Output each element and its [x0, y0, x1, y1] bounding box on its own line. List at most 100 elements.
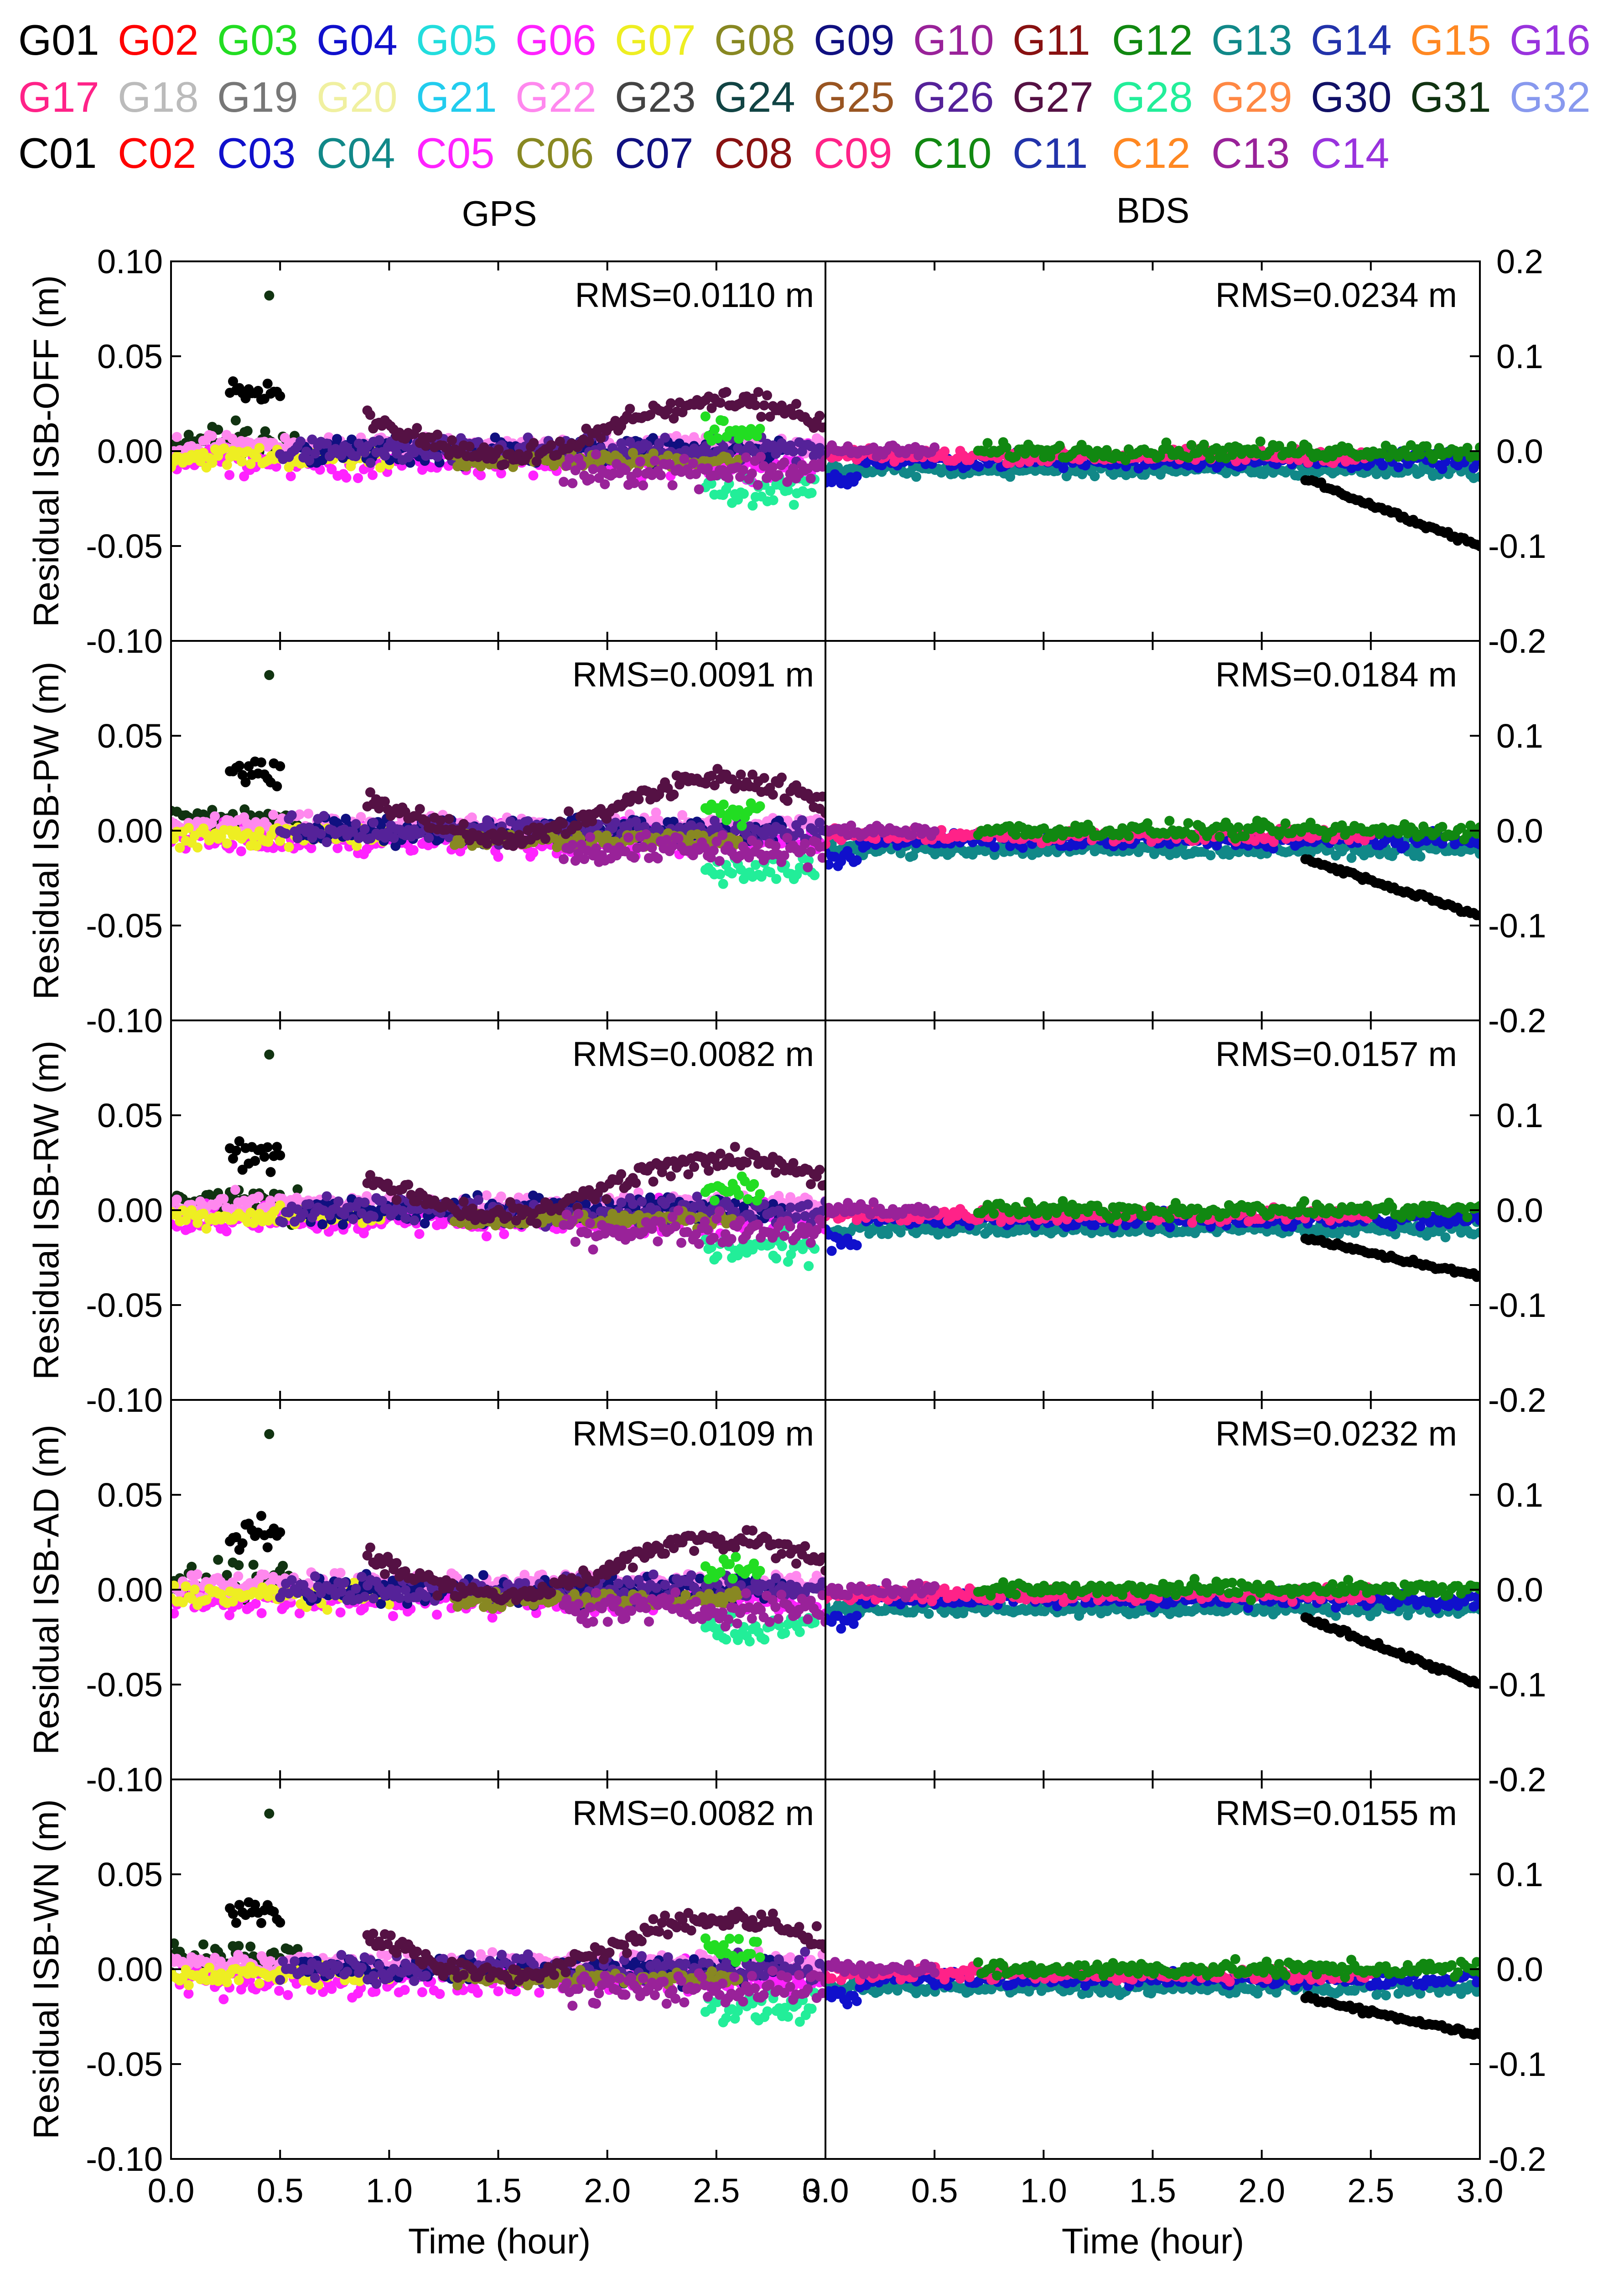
point-g06	[496, 468, 506, 478]
point-g27	[765, 411, 775, 422]
point-g28	[765, 486, 776, 496]
bds-y-tick-label: -0.1	[1488, 907, 1546, 945]
panel-3: 0.050.00-0.05-0.10-0.20.10.0-0.1-0.2Resi…	[26, 1002, 1546, 1419]
point-g06	[341, 473, 352, 483]
point-g09	[376, 820, 386, 830]
point-g10	[600, 479, 610, 489]
bds-y-tick-label: 0.2	[1496, 243, 1543, 281]
point-c10	[1199, 439, 1209, 450]
point-g27	[753, 387, 763, 397]
point-g27	[435, 815, 446, 826]
point-g10	[585, 474, 595, 484]
point-g10	[679, 453, 690, 464]
gps-y-tick-label: -0.05	[86, 907, 163, 945]
point-c01	[1475, 910, 1480, 921]
point-g27	[584, 436, 594, 447]
legend-c12: C12	[1112, 129, 1190, 177]
point-g27	[736, 770, 746, 780]
legend-g26: G26	[913, 73, 994, 121]
point-c04	[989, 850, 1000, 860]
point-g03	[737, 821, 747, 831]
point-g10	[635, 457, 645, 467]
point-g10	[767, 462, 778, 473]
point-g10	[820, 841, 825, 852]
bds-y-tick-label: 0.1	[1496, 338, 1543, 375]
point-g01	[256, 757, 266, 768]
point-g06	[528, 848, 539, 858]
point-g26	[281, 828, 291, 839]
point-g22	[268, 810, 279, 820]
point-g26	[322, 438, 332, 449]
point-g10	[817, 853, 825, 863]
legend-c01: C01	[18, 129, 97, 177]
point-g10	[664, 459, 675, 469]
point-g01	[262, 379, 273, 389]
point-g10	[623, 832, 633, 843]
point-g22	[633, 1187, 643, 1198]
point-g26	[639, 822, 650, 832]
point-g26	[286, 810, 297, 821]
point-c03	[1393, 462, 1404, 473]
point-c10	[1475, 442, 1480, 452]
point-g27	[412, 423, 422, 433]
point-g10	[752, 839, 763, 850]
point-g01	[231, 1145, 241, 1156]
point-g10	[647, 843, 657, 853]
legend-g06: G06	[515, 16, 597, 64]
point-g22	[171, 1194, 182, 1205]
legend-g03: G03	[217, 16, 298, 64]
legend-c11: C11	[1012, 129, 1088, 177]
point-c10	[1054, 441, 1065, 451]
bds-scatter	[825, 436, 1480, 551]
point-g22	[254, 1191, 264, 1202]
point-g26	[380, 451, 390, 461]
point-c03	[851, 855, 862, 865]
point-g31	[260, 426, 270, 437]
point-g28	[715, 869, 726, 879]
point-g07	[251, 841, 262, 851]
legend-g20: G20	[316, 73, 398, 121]
point-g06	[476, 470, 486, 480]
point-g26	[348, 827, 358, 837]
point-g07	[222, 460, 232, 470]
point-g26	[322, 837, 332, 848]
point-g01	[234, 1136, 244, 1146]
point-g10	[703, 463, 713, 473]
point-g10	[779, 457, 789, 468]
gps-y-tick-label: 0.00	[97, 432, 163, 470]
point-g31-outlier	[264, 290, 275, 301]
gps-rms-label: RMS=0.0110 m	[575, 276, 814, 315]
point-g06	[368, 470, 378, 480]
point-g07	[254, 443, 265, 453]
point-g10	[803, 862, 813, 873]
legend-g10: G10	[913, 16, 994, 64]
point-g27	[759, 773, 769, 783]
point-g22	[356, 812, 366, 822]
point-g10	[688, 458, 698, 468]
legend-c13: C13	[1211, 129, 1290, 177]
point-g10	[591, 449, 601, 460]
point-g10	[673, 833, 684, 844]
point-g06	[221, 1226, 232, 1237]
point-g27	[721, 387, 732, 397]
bds-y-tick-label: 0.0	[1496, 812, 1543, 850]
legend-g19: G19	[217, 73, 298, 121]
point-c10	[1280, 818, 1291, 829]
point-g27	[540, 834, 550, 844]
point-g27	[645, 410, 656, 420]
point-c10	[1456, 822, 1466, 833]
legend-g08: G08	[714, 16, 795, 64]
point-g28	[706, 478, 716, 489]
legend-g18: G18	[118, 73, 199, 121]
legend-g24: G24	[714, 73, 795, 121]
point-g10	[805, 473, 816, 484]
gps-y-tick-label: 0.00	[97, 812, 163, 850]
point-g22	[230, 1185, 240, 1195]
point-g22	[481, 1190, 492, 1201]
point-g27	[820, 422, 825, 432]
point-g27	[499, 459, 510, 469]
point-g01	[237, 1165, 248, 1175]
point-g26	[365, 458, 376, 468]
point-c10	[982, 438, 993, 448]
point-c10	[1214, 832, 1225, 842]
